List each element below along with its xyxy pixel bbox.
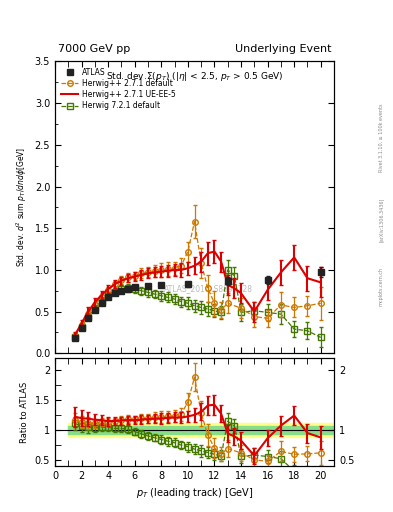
Legend: ATLAS, Herwig++ 2.7.1 default, Herwig++ 2.7.1 UE-EE-5, Herwig 7.2.1 default: ATLAS, Herwig++ 2.7.1 default, Herwig++ … bbox=[59, 65, 178, 113]
Text: Std. dev.$\Sigma(p_T)$ ($|\eta|$ < 2.5, $p_T$ > 0.5 GeV): Std. dev.$\Sigma(p_T)$ ($|\eta|$ < 2.5, … bbox=[106, 70, 283, 83]
Text: mcplots.cern.ch: mcplots.cern.ch bbox=[379, 267, 384, 306]
Y-axis label: Std. dev. $d^2$ sum $p_T$/$dnd\phi$[GeV]: Std. dev. $d^2$ sum $p_T$/$dnd\phi$[GeV] bbox=[15, 147, 29, 267]
X-axis label: $p_T$ (leading track) [GeV]: $p_T$ (leading track) [GeV] bbox=[136, 486, 253, 500]
Y-axis label: Ratio to ATLAS: Ratio to ATLAS bbox=[20, 381, 29, 443]
Text: ATLAS_2010_S8894728: ATLAS_2010_S8894728 bbox=[164, 285, 253, 293]
Text: [arXiv:1306.3436]: [arXiv:1306.3436] bbox=[379, 198, 384, 242]
Text: Underlying Event: Underlying Event bbox=[235, 44, 331, 54]
Text: 7000 GeV pp: 7000 GeV pp bbox=[58, 44, 130, 54]
Text: Rivet 3.1.10, ≥ 100k events: Rivet 3.1.10, ≥ 100k events bbox=[379, 104, 384, 173]
